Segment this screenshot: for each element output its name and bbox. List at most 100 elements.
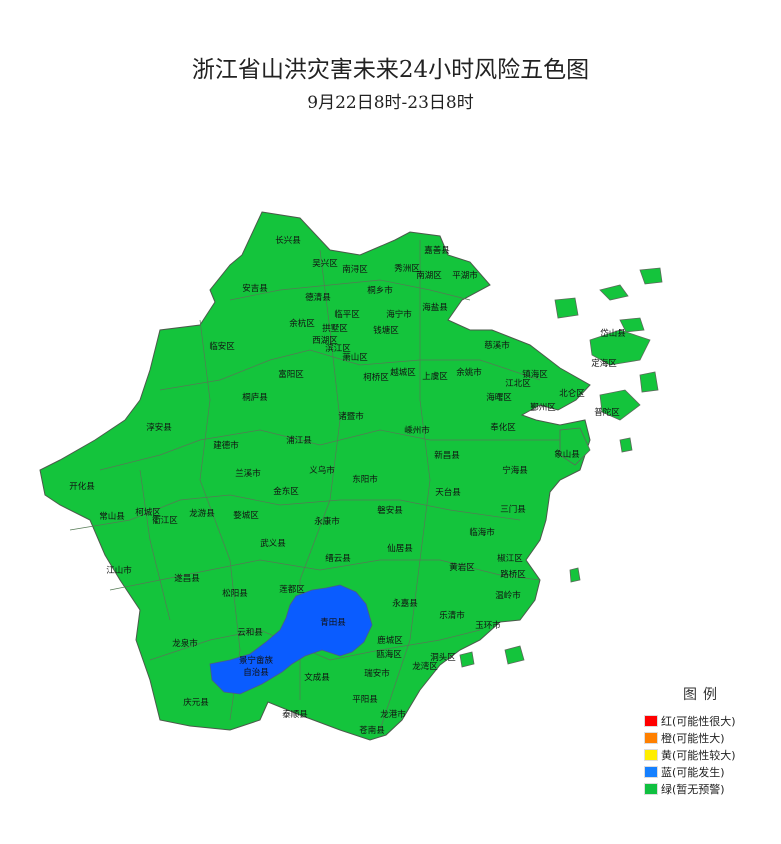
- legend-swatch: [644, 748, 658, 761]
- legend-item: 蓝(可能发生): [644, 763, 754, 780]
- county-border: [69, 494, 521, 531]
- county-label: 庆元县: [183, 697, 209, 708]
- county-label: 东阳市: [352, 474, 378, 485]
- county-label: 鄞州区: [530, 402, 556, 413]
- county-label: 浦江县: [286, 435, 312, 446]
- province-outline: [39, 211, 591, 741]
- county-label: 萧山区: [342, 352, 368, 363]
- county-label: 德清县: [305, 292, 331, 303]
- legend-swatch: [644, 782, 658, 795]
- county-border: [109, 559, 541, 591]
- county-label: 海盐县: [422, 302, 448, 313]
- county-label: 温岭市: [495, 590, 521, 601]
- legend-label: 绿(暂无预警): [661, 782, 725, 796]
- county-label: 常山县: [99, 511, 125, 522]
- county-label: 鹿城区: [377, 635, 403, 646]
- legend-label: 橙(可能性大): [661, 731, 725, 745]
- county-label: 象山县: [554, 449, 580, 460]
- county-label: 缙云县: [325, 553, 351, 564]
- county-label: 武义县: [260, 538, 286, 549]
- county-label: 越城区: [390, 367, 416, 378]
- county-label: 兰溪市: [235, 468, 261, 479]
- warned-area: [209, 584, 373, 695]
- county-label: 上虞区: [422, 371, 448, 382]
- county-label: 钱塘区: [373, 325, 399, 336]
- legend-swatch: [644, 714, 658, 727]
- county-label: 路桥区: [500, 569, 526, 580]
- county-label: 玉环市: [475, 620, 501, 631]
- county-label: 秀洲区: [394, 263, 420, 274]
- island: [599, 284, 629, 301]
- county-label: 桐庐县: [242, 392, 268, 403]
- county-label: 开化县: [69, 481, 95, 492]
- county-border: [149, 629, 481, 661]
- county-label: 云和县: [237, 628, 263, 638]
- legend-item: 绿(暂无预警): [644, 780, 754, 797]
- county-label: 北仑区: [559, 388, 585, 399]
- island: [619, 437, 633, 453]
- island: [554, 297, 579, 319]
- county-label: 长兴县: [275, 235, 301, 246]
- legend-title: 图例: [683, 687, 723, 703]
- map-title: 浙江省山洪灾害未来24小时风险五色图: [191, 57, 590, 83]
- county-label: 苍南县: [359, 725, 385, 736]
- county-label: 西湖区: [312, 336, 338, 346]
- county-label: 南浔区: [342, 264, 368, 275]
- county-border: [159, 349, 541, 391]
- county-label: 龙港市: [380, 709, 406, 720]
- county-label: 拱墅区: [322, 323, 348, 334]
- county-border: [99, 429, 560, 471]
- legend-item: 红(可能性很大): [644, 712, 754, 729]
- county-label: 瑞安市: [364, 668, 390, 679]
- county-label: 南湖区: [416, 270, 442, 281]
- county-label: 奉化区: [490, 422, 516, 433]
- county-label: 滨江区: [325, 343, 351, 354]
- county-label: 海曙区: [486, 392, 512, 403]
- county-label: 富阳区: [278, 369, 304, 380]
- county-label: 余姚市: [456, 367, 482, 378]
- county-label: 安吉县: [242, 283, 268, 294]
- legend-swatch: [644, 731, 658, 744]
- legend: 图例 红(可能性很大) 橙(可能性大) 黄(可能性较大) 蓝(可能发生) 绿(暂无预警): [644, 684, 754, 797]
- county-label: 黄岩区: [449, 562, 475, 573]
- county-label: 临安区: [209, 341, 235, 352]
- county-label: 松阳县: [222, 588, 248, 599]
- island: [639, 371, 659, 393]
- county-label: 新昌县: [434, 450, 460, 461]
- province-land: [39, 211, 663, 741]
- county-label: 建德市: [213, 440, 239, 451]
- island: [599, 389, 641, 421]
- county-label: 嘉善县: [424, 245, 450, 256]
- county-label: 永康市: [314, 516, 340, 527]
- county-label: 临平区: [334, 309, 360, 320]
- county-label: 普陀区: [594, 407, 620, 418]
- county-border: [229, 279, 471, 301]
- legend-item: 黄(可能性较大): [644, 746, 754, 763]
- county-label: 海宁市: [386, 309, 412, 320]
- county-label: 龙泉市: [172, 638, 198, 649]
- county-label: 余杭区: [289, 318, 315, 329]
- county-label: 永嘉县: [392, 598, 418, 609]
- county-label: 宁海县: [502, 465, 528, 476]
- county-label: 龙湾区: [412, 661, 438, 672]
- county-label: 镇海区: [522, 369, 548, 380]
- county-label: 仙居县: [387, 543, 413, 554]
- county-label: 金东区: [273, 486, 299, 497]
- county-label: 平湖市: [452, 270, 478, 281]
- county-label: 江北区: [505, 379, 531, 389]
- county-label: 青田县: [320, 617, 346, 628]
- county-label: 泰顺县: [282, 709, 308, 720]
- map-subtitle: 9月22日8时-23日8时: [307, 93, 474, 113]
- county-label: 磐安县: [377, 505, 403, 516]
- county-label: 三门县: [500, 504, 526, 515]
- county-label: 桐乡市: [367, 285, 393, 296]
- county-label: 定海区: [591, 358, 617, 369]
- county-label: 衢江区: [152, 515, 178, 526]
- county-label: 岱山县: [600, 328, 626, 339]
- county-label: 义乌市: [309, 465, 335, 476]
- island: [459, 651, 475, 668]
- county-label: 江山市: [106, 565, 132, 576]
- county-label: 遂昌县: [174, 573, 200, 584]
